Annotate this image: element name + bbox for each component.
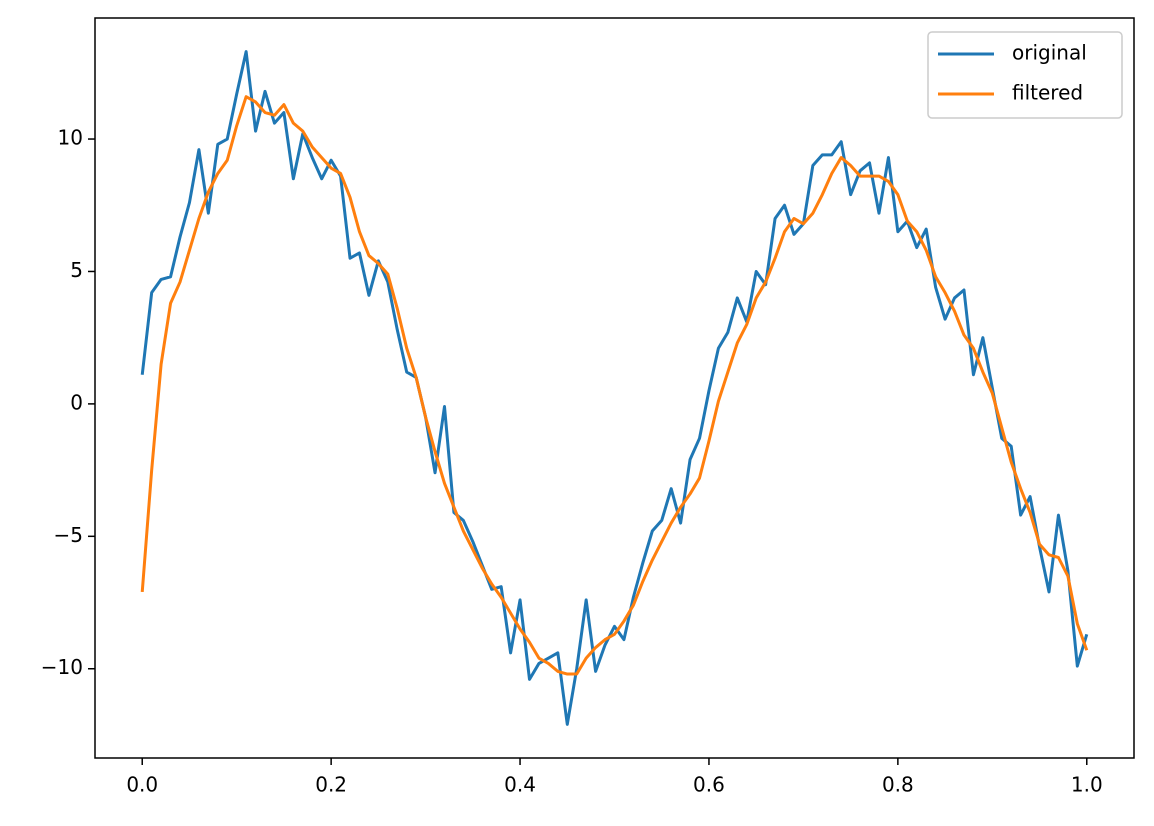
x-tick-label: 0.8: [882, 773, 914, 797]
y-tick-label: 5: [70, 258, 83, 282]
data-line: [140, 95, 1089, 676]
x-tick-label: 0.6: [693, 773, 725, 797]
y-tick-label: 0: [70, 390, 83, 414]
y-tick-label: 10: [58, 126, 83, 150]
legend-label: filtered: [1012, 81, 1083, 105]
y-tick-label: −5: [54, 523, 83, 547]
plot-frame: [94, 17, 1135, 759]
legend-label: original: [1012, 41, 1087, 65]
data-line: [140, 50, 1089, 726]
x-tick-label: 0.2: [315, 773, 347, 797]
y-tick-label: −10: [41, 655, 83, 679]
x-tick-label: 0.0: [126, 773, 158, 797]
x-tick-label: 0.4: [504, 773, 536, 797]
x-tick-label: 1.0: [1071, 773, 1103, 797]
